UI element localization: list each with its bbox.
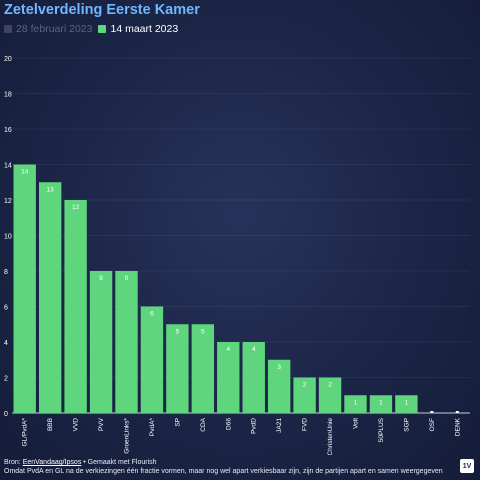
y-tick-label: 2 [4,376,8,383]
source-prefix: Bron: [4,459,23,466]
data-label: 8 [99,275,103,282]
data-label: 2 [328,382,332,389]
bar-chart: 0246810121416182014GL/PvdA*13BBB12VVD8PV… [4,56,470,455]
x-tick-label: FVD [302,418,309,431]
x-tick-label: BBB [47,418,54,431]
y-tick-label: 4 [4,340,8,347]
y-tick-label: 20 [4,56,12,63]
data-label: 3 [277,364,281,371]
bar-denk [455,411,459,413]
bar-pvdd [242,342,265,413]
legend: 28 februari 2023 14 maart 2023 [4,23,178,35]
x-tick-label: SGP [403,418,410,432]
logo: 1V [460,459,474,473]
bar-volt [344,395,367,413]
data-label: 14 [21,169,29,176]
x-tick-label: SP [174,418,181,427]
data-label: 1 [354,399,358,406]
bar-d66 [217,342,240,413]
legend-label-28-februari: 28 februari 2023 [16,23,93,35]
data-label: 5 [176,328,180,335]
bar-ja21 [267,359,291,413]
bar-pvda- [140,306,164,413]
x-tick-label: ChristenUnie [327,418,334,455]
bar-gl-pvda- [13,164,36,413]
x-tick-label: CDA [200,417,207,431]
data-label: 5 [201,328,205,335]
source-suffix: • Gemaakt met Flourish [81,459,157,466]
x-tick-label: OSF [429,418,436,431]
x-tick-label: PvdD [251,418,258,434]
y-tick-label: 12 [4,198,12,205]
y-tick-label: 10 [4,234,12,241]
bar-fvd [293,377,316,413]
footer: Bron: EenVandaag/Ipsos • Gemaakt met Flo… [4,458,454,476]
data-label: 12 [72,204,80,211]
footer-note: Omdat PvdA en GL na de verkiezingen één … [4,468,443,475]
bar-sp [166,324,189,413]
y-tick-label: 16 [4,127,12,134]
x-tick-label: D66 [225,418,232,430]
data-label: 4 [252,346,256,353]
x-tick-label: GroenLinks* [124,418,131,454]
data-label: 4 [226,346,230,353]
legend-item-14-maart[interactable]: 14 maart 2023 [98,23,178,35]
x-tick-label: Volt [353,418,360,429]
legend-swatch-28-februari [4,25,12,33]
legend-swatch-14-maart [98,25,107,33]
legend-item-28-februari[interactable]: 28 februari 2023 [4,23,92,35]
bar-pvv [89,271,113,413]
bar-sgp [395,395,418,413]
data-label: 1 [379,399,383,406]
x-tick-label: DENK [454,417,461,436]
bar-christenunie [318,377,342,413]
bar-groenlinks- [115,271,138,413]
source-line: Bron: EenVandaag/Ipsos • Gemaakt met Flo… [4,458,454,467]
x-tick-label: PVV [98,417,105,431]
legend-label-14-maart: 14 maart 2023 [110,23,179,35]
x-tick-label: 50PLUS [378,417,385,442]
y-tick-label: 0 [4,411,8,418]
chart-title: Zetelverdeling Eerste Kamer [4,2,200,18]
x-tick-label: VVD [73,418,80,432]
bar-vvd [64,200,87,413]
data-label: 2 [303,382,307,389]
bar-50plus [369,395,393,413]
bar-cda [191,324,215,413]
data-label: 8 [125,275,129,282]
x-tick-label: PvdA* [149,418,156,437]
bar-osf [430,411,434,413]
data-label: 6 [150,311,154,318]
data-label: 1 [405,399,409,406]
x-tick-label: JA21 [276,418,283,433]
bar-bbb [38,182,62,413]
y-tick-label: 14 [4,163,12,170]
y-tick-label: 18 [4,92,12,99]
x-tick-label: GL/PvdA* [22,418,29,447]
y-tick-label: 8 [4,269,8,276]
source-link[interactable]: EenVandaag/Ipsos [22,459,82,466]
data-label: 13 [47,186,55,193]
y-tick-label: 6 [4,305,8,312]
